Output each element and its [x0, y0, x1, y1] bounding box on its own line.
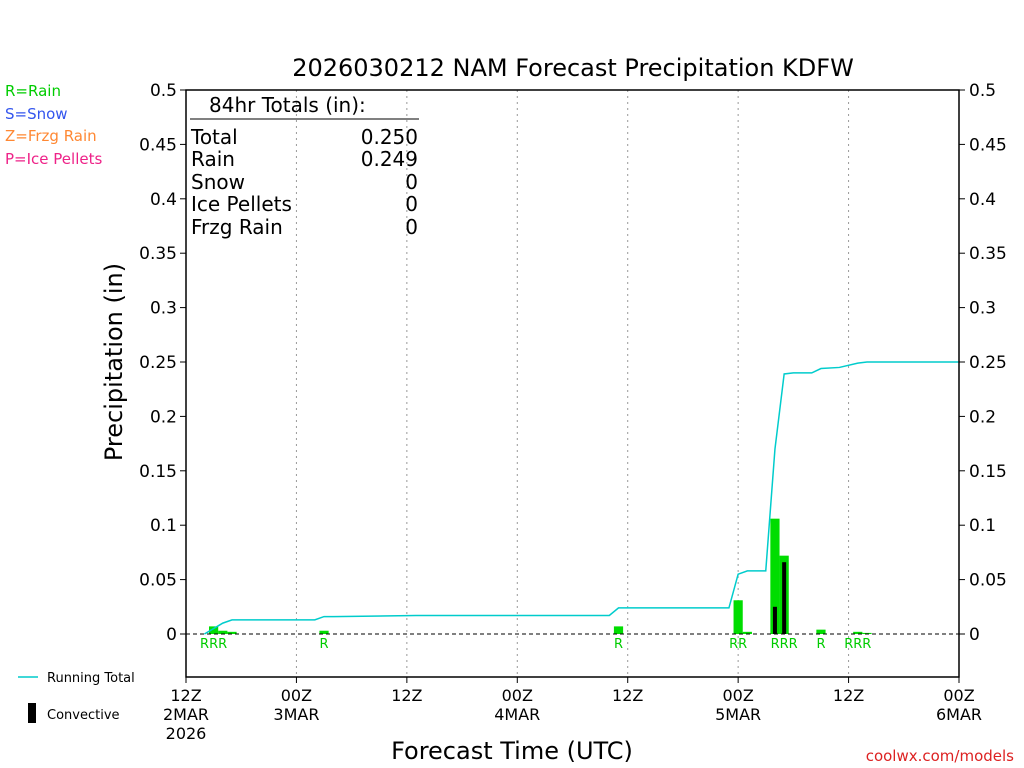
y-tick-label-left-1: 0.05 — [139, 571, 177, 591]
y-tick-label-left-4: 0.2 — [150, 407, 177, 427]
x-tick-label-1: 00Z — [281, 686, 312, 705]
totals-box: 84hr Totals (in): Total 0.250 Rain 0.249… — [190, 93, 419, 239]
totals-label-total: Total — [190, 125, 238, 149]
x-tick-date-7: 6MAR — [936, 705, 982, 724]
convective-legend-swatch — [28, 703, 36, 723]
x-axis-title: Forecast Time (UTC) — [391, 737, 633, 765]
credit-text: coolwx.com/models — [866, 747, 1014, 765]
y-tick-label-right-2: 0.1 — [969, 516, 996, 536]
x-tick-date-5: 5MAR — [715, 705, 761, 724]
precip-bar-11 — [862, 632, 872, 634]
y-tick-label-left-0: 0 — [166, 625, 177, 645]
y-tick-label-left-9: 0.45 — [139, 135, 177, 155]
y-axis-ticks: 0 00.05 0.050.1 0.10.15 0.150.2 0.20.25 0.250.… — [139, 81, 1007, 645]
totals-label-ice-pellets: Ice Pellets — [191, 192, 292, 216]
y-tick-label-left-2: 0.1 — [150, 516, 177, 536]
running-total-legend-label: Running Total — [47, 671, 135, 686]
totals-label-frzg-rain: Frzg Rain — [191, 215, 283, 239]
x-tick-label-3: 00Z — [502, 686, 533, 705]
y-tick-label-right-3: 0.15 — [969, 462, 1007, 482]
y-tick-label-left-3: 0.15 — [139, 462, 177, 482]
plot-frame — [185, 89, 960, 678]
legend-snow: S=Snow — [5, 105, 68, 123]
y-tick-label-left-6: 0.3 — [150, 299, 177, 319]
x-tick-date-1: 3MAR — [273, 705, 319, 724]
y-tick-label-right-5: 0.25 — [969, 353, 1007, 373]
totals-label-snow: Snow — [191, 170, 245, 194]
ptype-label-5: R — [816, 637, 825, 652]
y-tick-label-right-6: 0.3 — [969, 299, 996, 319]
convective-bars — [772, 562, 787, 634]
convective-bar-0 — [772, 606, 777, 634]
totals-value-frzg-rain: 0 — [405, 215, 418, 239]
y-axis-title: Precipitation (in) — [100, 263, 128, 461]
x-tick-label-6: 12Z — [833, 686, 864, 705]
y-tick-label-right-1: 0.05 — [969, 571, 1007, 591]
legend-rain: R=Rain — [5, 82, 61, 100]
x-tick-label-2: 12Z — [391, 686, 422, 705]
precip-bar-10 — [853, 631, 863, 634]
ptype-label-1: R — [320, 637, 329, 652]
legend-ice-pellets: P=Ice Pellets — [5, 150, 102, 168]
running-total-line — [204, 361, 959, 635]
convective-legend-label: Convective — [47, 708, 120, 723]
totals-value-total: 0.250 — [361, 125, 418, 149]
y-tick-label-right-9: 0.45 — [969, 135, 1007, 155]
y-tick-label-right-0: 0 — [969, 625, 980, 645]
ptype-label-0: RRR — [200, 637, 227, 652]
y-tick-label-left-7: 0.35 — [139, 244, 177, 264]
ptype-labels: RRR R R RR RRR R RRR — [200, 637, 871, 652]
y-tick-label-left-10: 0.5 — [150, 81, 177, 101]
totals-value-rain: 0.249 — [361, 147, 418, 171]
precip-bar-7 — [770, 518, 780, 634]
precip-bar-1 — [218, 630, 228, 634]
x-tick-date-0: 2MAR — [163, 705, 209, 724]
precip-bar-0 — [209, 626, 219, 634]
y-tick-label-right-7: 0.35 — [969, 244, 1007, 264]
y-tick-label-right-8: 0.4 — [969, 190, 996, 210]
x-tick-date-3: 4MAR — [494, 705, 540, 724]
precip-bar-6 — [742, 631, 752, 634]
precip-bar-2 — [227, 631, 237, 634]
precip-bar-9 — [816, 629, 826, 634]
x-tick-label-7: 00Z — [943, 686, 974, 705]
x-tick-label-4: 12Z — [612, 686, 643, 705]
convective-bar-1 — [782, 562, 787, 634]
grid-lines — [295, 90, 850, 677]
precip-bar-3 — [319, 630, 329, 634]
precip-bars — [209, 518, 872, 634]
ptype-label-3: RR — [729, 637, 747, 652]
x-tick-label-0: 12Z — [170, 686, 201, 705]
legend-frzg-rain: Z=Frzg Rain — [5, 127, 97, 145]
totals-label-rain: Rain — [191, 147, 235, 171]
totals-header: 84hr Totals (in): — [209, 93, 366, 117]
chart-title: 2026030212 NAM Forecast Precipitation KD… — [292, 54, 854, 82]
y-tick-label-right-4: 0.2 — [969, 407, 996, 427]
ptype-label-4: RRR — [771, 637, 798, 652]
totals-value-snow: 0 — [405, 170, 418, 194]
y-tick-label-right-10: 0.5 — [969, 81, 996, 101]
x-tick-label-5: 00Z — [722, 686, 753, 705]
x-tick-year-0: 2026 — [166, 724, 207, 743]
y-tick-label-left-8: 0.4 — [150, 190, 177, 210]
totals-value-ice-pellets: 0 — [405, 192, 418, 216]
ptype-label-6: RRR — [844, 637, 871, 652]
precip-bar-4 — [613, 626, 624, 634]
y-tick-label-left-5: 0.25 — [139, 353, 177, 373]
ptype-label-2: R — [614, 637, 623, 652]
precip-bar-5 — [733, 600, 743, 634]
